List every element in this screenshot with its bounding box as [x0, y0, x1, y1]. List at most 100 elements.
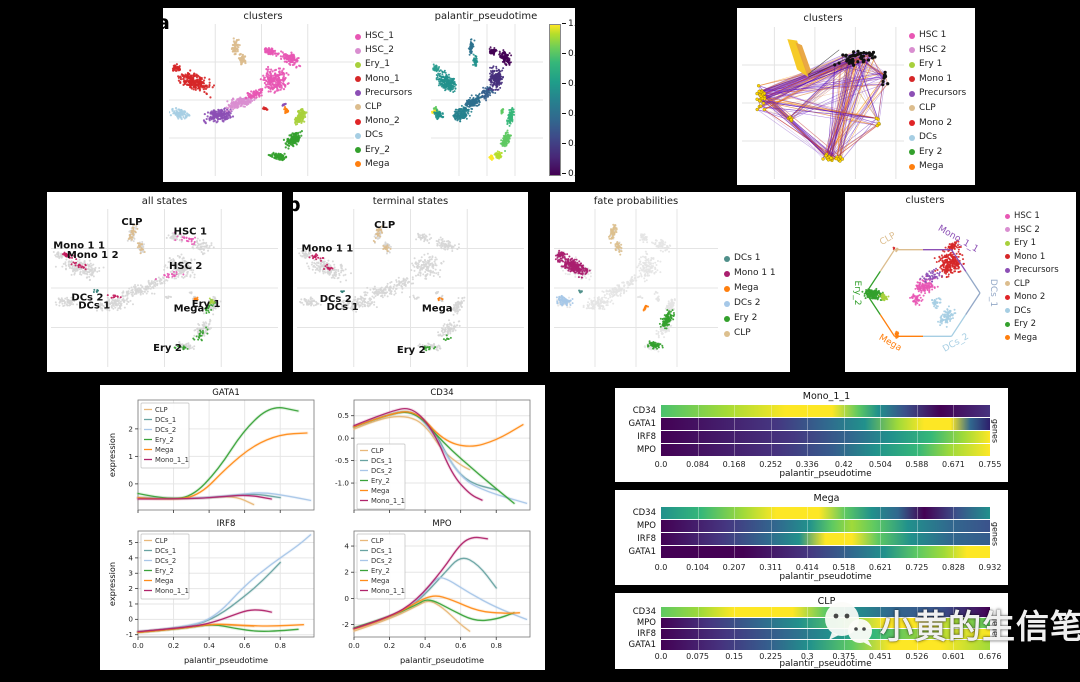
legend-label: Ery 2: [734, 313, 758, 323]
heatmap-x-tick: 0.311: [759, 563, 783, 572]
colorbar-gradient: [549, 24, 561, 176]
heatmap-gene-label: CD34: [632, 508, 656, 518]
wechat-icon: [825, 602, 872, 647]
legend-item: Ery_1: [355, 60, 412, 69]
legend-item: Mega: [355, 159, 412, 169]
heatmap-row-IRF8: IRF8: [637, 533, 990, 545]
legend-item: DCs 1: [724, 254, 776, 263]
legend-dot: [355, 76, 361, 83]
legend-item: HSC 2: [1005, 225, 1059, 235]
fate-probabilities-title: fate probabilities: [593, 196, 679, 207]
heatmap-gene-label: GATA1: [628, 547, 657, 557]
legend-dot: [355, 33, 361, 40]
legend-dot: [1005, 213, 1010, 219]
heatmap-x-tick: 0.755: [978, 460, 1002, 469]
panel-letter-b: b: [293, 194, 301, 216]
legend-item: Ery 2: [909, 146, 966, 157]
heatmap-row-GATA1: GATA1: [629, 640, 990, 650]
heatmap-x-tick: 0.104: [686, 563, 709, 572]
legend-item: Precursors: [909, 89, 966, 98]
umap-clusters-plot: [169, 24, 354, 176]
heatmap-row-IRF8: IRF8: [637, 431, 990, 443]
legend-dot: [355, 147, 361, 153]
colorbar-tick: 0.8: [562, 49, 575, 59]
heatmap-gene-label: GATA1: [628, 640, 657, 650]
legend-label: DCs: [365, 130, 383, 141]
heatmap-x-tick: 0.451: [868, 652, 892, 661]
heatmap-x-ticks: 0.0 0.104 0.207 0.311 0.414 0.518 0.621 0.725 0.…: [655, 563, 1002, 572]
legend-item: HSC 1: [1005, 212, 1059, 221]
heatmap-gene-label: IRF8: [637, 629, 656, 639]
heatmap-gradient: [661, 520, 990, 532]
legend-dot: [355, 47, 361, 54]
watermark: 小黄的生信笔记: [818, 597, 1080, 651]
heatmap-gene-label: IRF8: [637, 534, 656, 544]
legend-dot: [724, 255, 730, 262]
legend-label: DCs 1: [734, 253, 761, 263]
legend-label: Mono_2: [365, 116, 400, 127]
legend-item: Mega: [1005, 332, 1059, 343]
legend-label: HSC 1: [1014, 211, 1040, 221]
legend-item: HSC 2: [909, 45, 966, 55]
legend-label: Mono 1: [919, 73, 953, 84]
legend-item: Ery_2: [355, 145, 412, 155]
legend-dot: [909, 134, 915, 141]
legend-dot: [1005, 335, 1010, 341]
legend-dot: [909, 90, 915, 97]
legend-item: DCs: [909, 133, 966, 142]
legend-item: Mono_2: [355, 117, 412, 126]
legend-dot: [909, 47, 915, 54]
heatmap-gene-label: CD34: [632, 406, 656, 416]
heatmap-gradient: [661, 546, 990, 558]
heatmap-gene-label: MPO: [636, 521, 656, 531]
heatmap-gene-label: CD34: [632, 607, 656, 617]
heatmap-x-tick: 0.621: [868, 563, 892, 572]
heatmap-xlabel: palantir_pseudotime: [779, 659, 872, 669]
umap-clusters-legend: HSC_1 HSC_2 Ery_1 Mono_1 Precursors CLP Mono_2…: [355, 32, 412, 174]
panel-letter-a: a: [163, 12, 170, 34]
graph-clusters-title: clusters: [803, 13, 843, 24]
heatmap-x-tick: 0.932: [978, 563, 1002, 572]
heatmap-x-tick: 0.15: [725, 652, 744, 661]
legend-label: CLP: [365, 101, 382, 112]
heatmap-x-tick: 0.725: [905, 563, 929, 572]
legend-item: CLP: [1005, 279, 1059, 289]
legend-dot: [1005, 308, 1010, 314]
heatmap-x-tick: 0.671: [941, 460, 965, 469]
legend-label: Precursors: [1014, 265, 1059, 275]
heatmap-gradient: [661, 418, 990, 430]
legend-dot: [1005, 281, 1010, 287]
legend-dot: [355, 104, 361, 111]
legend-dot: [355, 61, 361, 68]
fate-probabilities-legend: DCs 1 Mono 1 1 Mega DCs 2 Ery 2 CLP: [724, 254, 776, 344]
legend-item: Mono 2: [1005, 293, 1059, 302]
legend-dot: [1005, 227, 1010, 233]
legend-item: Mega: [724, 284, 776, 293]
heatmap-gradient: [661, 533, 990, 545]
legend-item: Mono 1: [909, 73, 966, 84]
colorbar-tick: 0.6: [562, 79, 575, 89]
trend-gata1-plot: 012GATA1expressionCLPDCs_1DCs_2Ery_2Mega…: [108, 388, 315, 513]
fate-probabilities-plot: [554, 209, 718, 367]
legend-dot: [909, 76, 915, 83]
heatmap-x-tick: 0.207: [722, 563, 746, 572]
panel-circular-projection: clusters DCs_1 Mono_1_1 CLP Ery_2 Mega DCs_2 …: [845, 192, 1076, 372]
heatmap-row-CD34: CD34: [633, 507, 990, 519]
legend-label: Mega: [1014, 332, 1038, 343]
legend-item: Mono 2: [909, 118, 966, 128]
heatmap-x-tick: 0.375: [832, 652, 856, 661]
legend-dot: [909, 61, 915, 68]
panel-gene-trends: 0 1 2 GATA1 expression CLP DCs_1 DCs_2 Ery_2 Mega…: [100, 385, 545, 670]
heatmap-x-tick: 0.3: [800, 652, 814, 661]
heatmap-gradient: [661, 507, 990, 519]
colorbar-tick: 1.0: [562, 19, 575, 29]
legend-item: Precursors: [355, 88, 412, 98]
legend-item: Ery 2: [1005, 320, 1059, 329]
legend-item: Mega: [909, 162, 966, 171]
legend-label: DCs: [919, 132, 937, 143]
heatmap-x-tick: 0.601: [941, 652, 965, 661]
panel-heatmap-mono11: Mono_1_1 CD34 GATA1 IRF8 MPO 0.0 0.084 0.168 0.2…: [615, 388, 1008, 482]
legend-dot: [355, 90, 361, 97]
legend-label: Ery 2: [919, 146, 943, 157]
